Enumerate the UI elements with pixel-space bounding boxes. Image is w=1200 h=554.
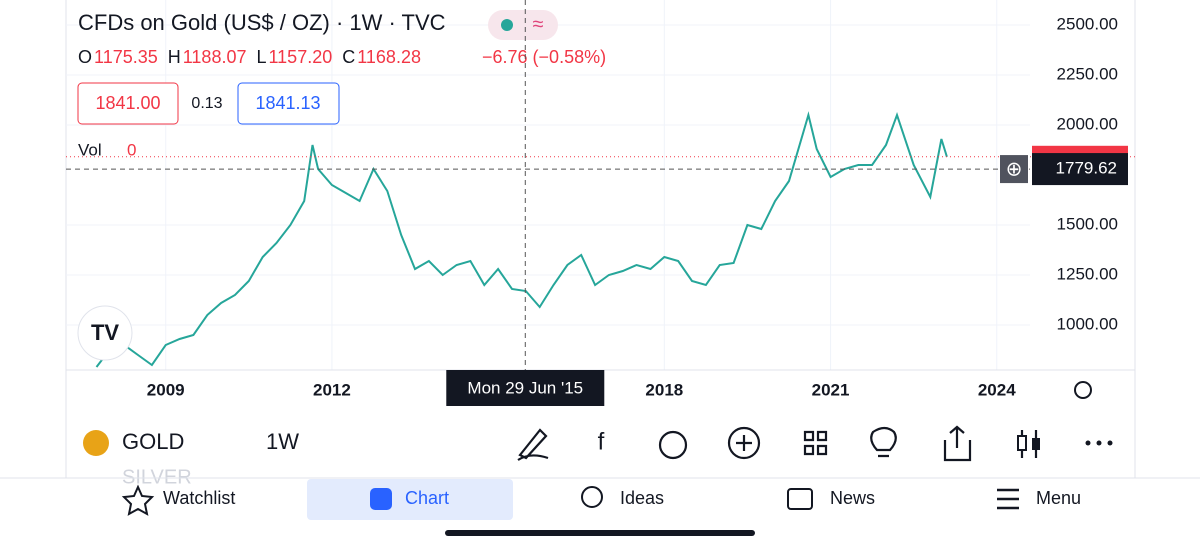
x-tick-label: 2024 [978, 380, 1016, 399]
settings-icon[interactable] [1074, 381, 1092, 399]
vol-label: Vol [78, 140, 102, 159]
y-tick-label: 1500.00 [1057, 214, 1118, 233]
more-dot [1096, 440, 1102, 446]
sell-box[interactable] [77, 82, 179, 125]
draw-tool[interactable] [517, 428, 549, 461]
ohlc-value: 1175.35 [94, 47, 158, 67]
add-tool[interactable] [727, 426, 761, 460]
x-tick-label: 2012 [313, 380, 351, 399]
nav-icon [581, 486, 603, 508]
home-indicator[interactable] [445, 530, 755, 536]
layout-tool[interactable] [803, 430, 828, 456]
tv-logo-mark: TV [91, 320, 119, 345]
chart-title: CFDs on Gold (US$ / OZ) · 1W · TVC [78, 10, 446, 35]
nav-item[interactable]: Menu [1036, 488, 1081, 508]
ohlc-value: 1188.07 [183, 47, 247, 67]
tv-logo[interactable] [77, 305, 133, 361]
y-tick-label: 1250.00 [1057, 264, 1118, 283]
spread: 0.13 [191, 95, 222, 112]
more-dot[interactable] [1085, 440, 1091, 446]
ohlc-key: O [78, 47, 92, 67]
nav-item[interactable]: News [830, 488, 875, 508]
status-pill[interactable] [488, 10, 558, 40]
more-dot [1107, 440, 1113, 446]
status-dot [501, 19, 513, 31]
interval[interactable]: 1W [266, 429, 299, 454]
list-item-faded: SILVER [122, 466, 192, 488]
change: −6.76 (−0.58%) [482, 47, 606, 67]
nav-icon [787, 488, 813, 510]
y-tick-label: 1000.00 [1057, 314, 1118, 333]
ohlc-value: 1168.28 [357, 47, 421, 67]
crosshair-y-label: 1779.62 [1056, 159, 1117, 178]
nav-icon [997, 488, 1019, 510]
ohlc-value: 1157.20 [269, 47, 333, 67]
ohlc-key: L [256, 47, 266, 67]
ideas-tool[interactable] [870, 426, 897, 458]
nav-active [307, 479, 513, 520]
x-tick-label: 2009 [147, 380, 185, 399]
crosshair-x-label: Mon 29 Jun '15 [467, 378, 583, 397]
nav-item[interactable]: Ideas [620, 488, 664, 508]
x-tick-label: 2021 [812, 380, 850, 399]
nav-item[interactable]: Watchlist [163, 488, 235, 508]
gold-icon [83, 430, 109, 456]
symbol[interactable]: GOLD [122, 429, 184, 454]
candle-icon [1032, 438, 1040, 450]
price-line [95, 111, 948, 368]
buy-box[interactable] [237, 82, 340, 125]
candle-icon [1017, 435, 1027, 451]
share-tool[interactable] [943, 425, 972, 462]
indicators-tool[interactable]: f [598, 428, 605, 455]
crosshair-x-box [446, 370, 605, 406]
nav-item[interactable]: Chart [405, 488, 449, 508]
vol-value: 0 [127, 140, 136, 159]
y-tick-label: 2250.00 [1057, 64, 1118, 83]
crosshair-y-box [1032, 153, 1128, 186]
bid[interactable]: 1841.00 [95, 93, 160, 113]
y-tick-label: 2500.00 [1057, 14, 1118, 33]
x-tick-label: 2018 [645, 380, 683, 399]
nav-icon [121, 484, 155, 516]
ohlc-key: C [342, 47, 355, 67]
ohlc-key: H [168, 47, 181, 67]
crosshair-add-icon: ⊕ [1006, 158, 1023, 180]
alert-tool[interactable] [658, 430, 688, 460]
ask[interactable]: 1841.13 [255, 93, 320, 113]
y-tick-label: 2000.00 [1057, 114, 1118, 133]
crosshair-add[interactable] [1000, 155, 1028, 184]
nav-icon [370, 488, 392, 510]
status-icon: ≈ [533, 13, 544, 35]
add-plus [736, 435, 752, 451]
